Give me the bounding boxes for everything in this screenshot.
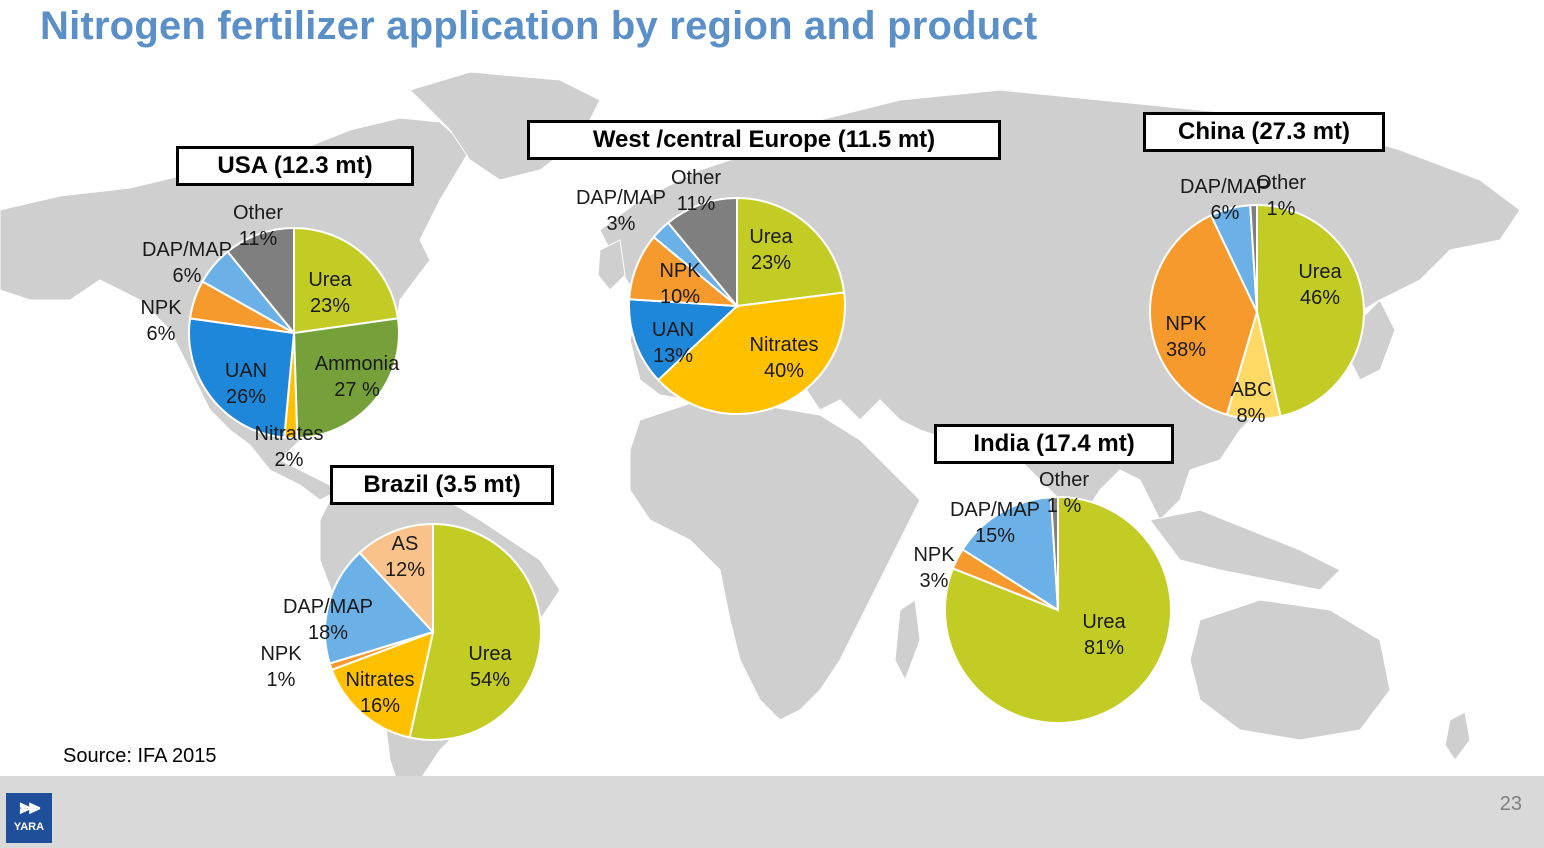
pie-brazil-label-dap-map: DAP/MAP 18% — [283, 596, 373, 644]
uk-landmass — [597, 239, 626, 291]
pie-europe-slice-uan — [628, 298, 740, 382]
pie-charts: Urea 23% Ammonia 27 % Nitrates 2% UAN 26% NPK 6% D… — [140, 167, 1365, 741]
china-title-box: China (27.3 mt) — [1143, 112, 1385, 152]
pie-europe-label-urea: Urea 23% — [749, 226, 793, 274]
pie-usa-slice-other — [226, 226, 295, 336]
pie-brazil-slice-nitrates — [330, 630, 435, 739]
india-title-box: India (17.4 mt) — [934, 424, 1174, 464]
pie-india-label-dap-map: DAP/MAP 15% — [950, 499, 1040, 547]
usa-title-box: USA (12.3 mt) — [176, 146, 414, 186]
pie-europe-label-dap-map: DAP/MAP 3% — [576, 187, 666, 235]
pie-brazil-label-nitrates: Nitrates 16% — [346, 669, 415, 717]
pie-china-slice-npk — [1148, 214, 1259, 416]
pie-usa-label-npk: NPK 6% — [140, 297, 182, 345]
australia-landmass — [1189, 599, 1391, 741]
pie-europe-slice-urea — [736, 196, 846, 308]
pie-usa-label-urea: Urea 23% — [308, 269, 352, 317]
pie-brazil: Urea 54% Nitrates 16% NPK 1%DAP/MAP 18% AS 12% — [260, 522, 542, 741]
yara-logo: ⫸⫸ YARA — [6, 793, 52, 843]
pie-usa-label-uan: UAN 26% — [225, 360, 267, 408]
source-note: Source: IFA 2015 — [63, 745, 217, 767]
pie-europe-slice-nitrates — [656, 291, 846, 415]
new-zealand-landmass — [1444, 711, 1471, 761]
footer-bar — [0, 776, 1544, 848]
southeast-asia-islands — [1149, 509, 1341, 591]
pie-china-label-npk: NPK 38% — [1165, 313, 1207, 361]
pie-china-label-other: Other 1% — [1256, 172, 1306, 220]
pie-europe-label-uan: UAN 13% — [652, 319, 694, 367]
pie-usa-label-other: Other 11% — [233, 202, 283, 250]
brazil-title-box: Brazil (3.5 mt) — [330, 465, 554, 505]
pie-usa-slice-ammonia — [292, 317, 400, 439]
pie-usa: Urea 23% Ammonia 27 % Nitrates 2% UAN 26% NPK 6% D… — [140, 202, 400, 471]
pie-brazil-label-urea: Urea 54% — [468, 643, 512, 691]
madagascar-landmass — [894, 599, 921, 682]
africa-landmass — [629, 399, 921, 721]
pie-usa-label-dap-map: DAP/MAP 6% — [142, 239, 232, 287]
pie-brazil-label-npk: NPK 1% — [260, 643, 302, 691]
logo-text: YARA — [13, 821, 45, 833]
pie-china-label-urea: Urea 46% — [1298, 261, 1342, 309]
pie-china-slice-other — [1249, 203, 1258, 313]
pie-india: Urea 81% NPK 3%DAP/MAP 15%Other 1 % — [913, 469, 1173, 724]
pie-usa-label-ammonia: Ammonia 27 % — [315, 353, 400, 401]
page-number: 23 — [1499, 793, 1522, 815]
europe-title-box: West /central Europe (11.5 mt) — [527, 120, 1001, 160]
pie-china-slice-urea — [1256, 203, 1365, 418]
viking-ship-icon: ⫸⫸ — [19, 796, 41, 818]
pie-brazil-slice-urea — [408, 522, 542, 741]
pie-china-label-abc: ABC 8% — [1230, 379, 1271, 427]
pie-china-label-dap-map: DAP/MAP 6% — [1180, 176, 1270, 224]
pie-china: Urea 46% ABC 8% NPK 38% DAP/MAP 6%Other 1% — [1148, 172, 1365, 427]
slide-title: Nitrogen fertilizer application by regio… — [40, 4, 1038, 48]
pie-india-slice-dap-map — [961, 496, 1060, 612]
pie-usa-slice-uan — [188, 317, 296, 439]
pie-europe-label-other: Other 11% — [671, 167, 721, 215]
pie-europe-slice-other — [666, 196, 738, 309]
pie-brazil-slice-as — [358, 522, 434, 635]
pie-india-label-other: Other 1 % — [1039, 469, 1089, 517]
pie-europe-label-nitrates: Nitrates 40% — [750, 334, 819, 382]
pie-brazil-label-as: AS 12% — [385, 533, 425, 581]
pie-europe-label-npk: NPK 10% — [659, 260, 701, 308]
pie-europe: Urea 23% Nitrates 40% UAN 13% NPK 10% DAP/MAP 3%O… — [576, 167, 846, 415]
pie-usa-label-nitrates: Nitrates 2% — [255, 423, 324, 471]
pie-india-slice-other — [1049, 495, 1059, 611]
pie-india-label-npk: NPK 3% — [913, 544, 955, 592]
pie-india-label-urea: Urea 81% — [1082, 611, 1126, 659]
pie-usa-slice-urea — [293, 226, 400, 335]
pie-brazil-slice-dap-map — [324, 551, 435, 665]
